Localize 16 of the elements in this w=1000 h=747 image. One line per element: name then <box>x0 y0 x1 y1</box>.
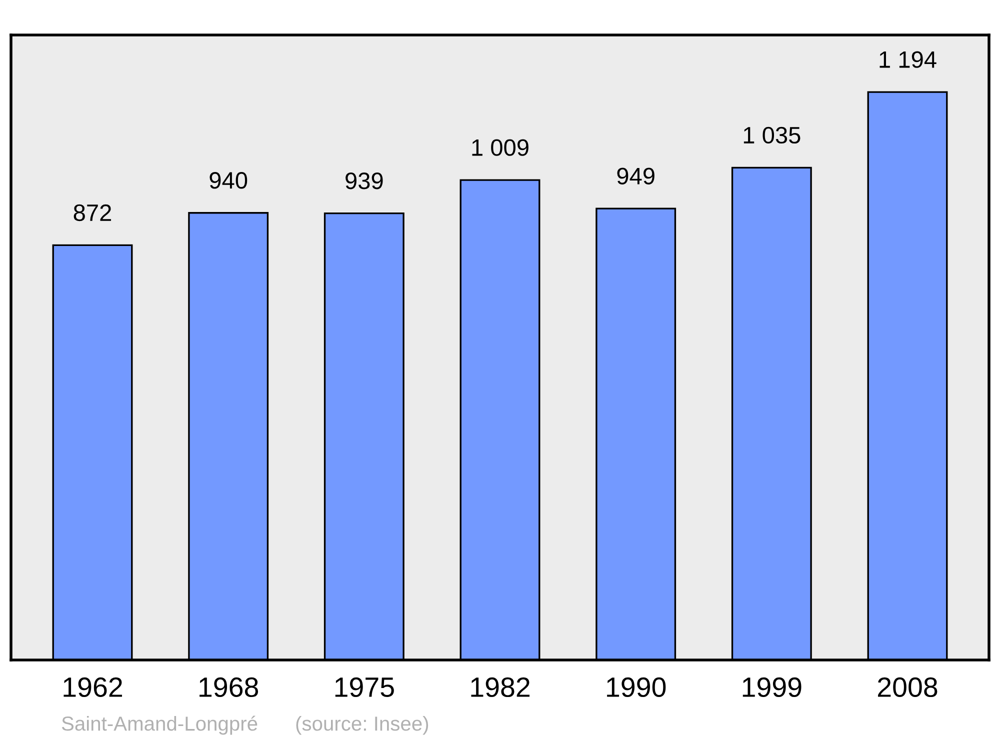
data-label: 1 194 <box>880 51 936 68</box>
text: (source: Insee) <box>296 716 428 735</box>
x-tick-label: 1982 <box>471 677 530 698</box>
data-label: 1 009 <box>472 139 528 156</box>
data-label: 939 <box>346 172 383 190</box>
data-label: 940 <box>210 172 248 189</box>
x-tick-label: 1962 <box>64 677 122 698</box>
x-tick-label: 1990 <box>607 677 666 698</box>
data-label: 872 <box>74 204 112 222</box>
x-tick-label: 2008 <box>878 677 938 698</box>
x-tick-label: 1968 <box>200 677 258 698</box>
x-tick-label: 1999 <box>742 677 802 698</box>
text: Saint-Amand-Longpré <box>62 716 258 735</box>
x-tick-label: 1975 <box>335 677 394 698</box>
data-label: 949 <box>617 168 654 184</box>
data-label: 1 035 <box>744 126 800 144</box>
